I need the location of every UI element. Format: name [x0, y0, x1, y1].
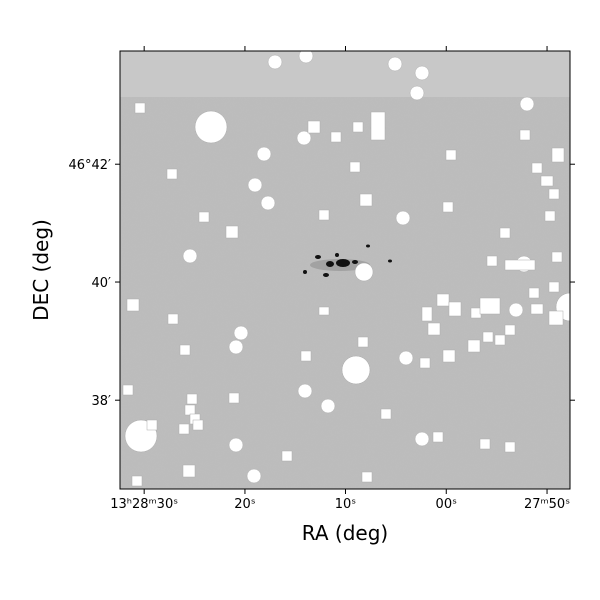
y-tick-label: 38′ [92, 394, 112, 409]
galaxy [303, 244, 392, 277]
sky-image [120, 51, 570, 489]
masks [122, 51, 570, 487]
x-tick-label: 13ʰ28ᵐ30ˢ [110, 497, 178, 512]
x-axis-label: RA (deg) [302, 521, 388, 545]
x-tick-label: 10ˢ [335, 497, 357, 512]
y-tick-label: 46°42′ [68, 158, 111, 173]
x-tick-label: 00ˢ [436, 497, 458, 512]
x-tick-label: 20ˢ [234, 497, 256, 512]
y-axis-label: DEC (deg) [29, 219, 53, 321]
y-tick-label: 40′ [92, 276, 112, 291]
x-tick-label: 27ᵐ50ˢ [524, 497, 570, 512]
